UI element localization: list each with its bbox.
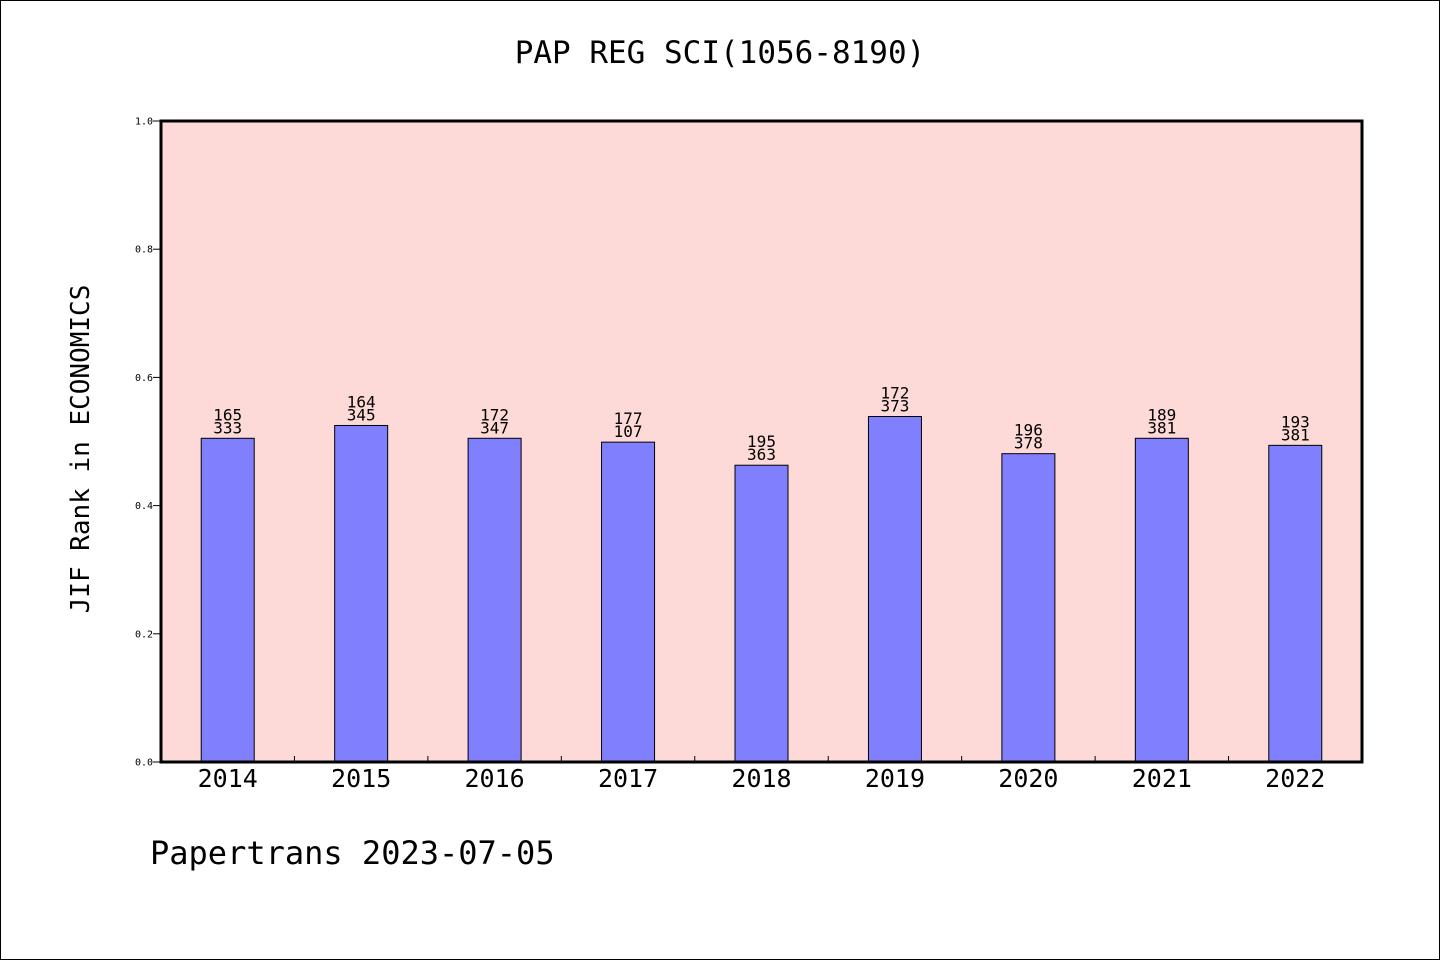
bar-label-top: 189	[1147, 405, 1176, 424]
y-tick-label: 0.6	[135, 373, 153, 384]
plot-frame	[159, 119, 1364, 764]
bar-label-bottom: 381	[1147, 418, 1176, 437]
x-tick-label: 2018	[731, 764, 791, 793]
x-tick-label: 2021	[1132, 764, 1192, 793]
bar	[200, 437, 255, 763]
x-tick-label: 2016	[465, 764, 525, 793]
bar-label-top: 193	[1281, 412, 1310, 431]
bar	[1001, 453, 1056, 763]
footer-text: Papertrans 2023-07-05	[150, 834, 555, 872]
y-tick-label: 0.8	[135, 245, 153, 256]
bar-label-bottom: 381	[1281, 425, 1310, 444]
x-tick-label: 2022	[1265, 764, 1325, 793]
bar	[734, 464, 789, 763]
bar-label-top: 177	[614, 409, 643, 428]
x-tick-label: 2014	[198, 764, 258, 793]
bar-label-bottom: 333	[213, 418, 242, 437]
x-tick-label: 2017	[598, 764, 658, 793]
bar	[467, 437, 522, 763]
bar	[601, 441, 656, 763]
bar-label-bottom: 363	[747, 445, 776, 464]
x-tick-label: 2015	[331, 764, 391, 793]
y-tick-label: 0.0	[135, 758, 153, 769]
y-tick-label: 1.0	[135, 117, 153, 128]
bar	[1268, 444, 1323, 763]
bar-label-bottom: 378	[1014, 434, 1043, 453]
bar-label-top: 172	[880, 384, 909, 403]
bar-label-bottom: 345	[347, 405, 376, 424]
bar	[1134, 437, 1189, 763]
x-tick-label: 2020	[998, 764, 1058, 793]
bar-label-top: 195	[747, 432, 776, 451]
bar-label-bottom: 347	[480, 418, 509, 437]
bar-label-bottom: 107	[614, 422, 643, 441]
chart-title: PAP REG SCI(1056-8190)	[514, 35, 926, 71]
y-tick-label: 0.2	[135, 629, 153, 640]
bar	[867, 416, 922, 763]
bar-label-top: 172	[480, 405, 509, 424]
y-tick-label: 0.4	[135, 501, 153, 512]
bar	[334, 424, 389, 763]
bar-label-top: 165	[213, 405, 242, 424]
bar-label-top: 164	[347, 392, 376, 411]
x-tick-label: 2019	[865, 764, 925, 793]
bar-label-top: 196	[1014, 421, 1043, 440]
bar-label-bottom: 373	[880, 397, 909, 416]
